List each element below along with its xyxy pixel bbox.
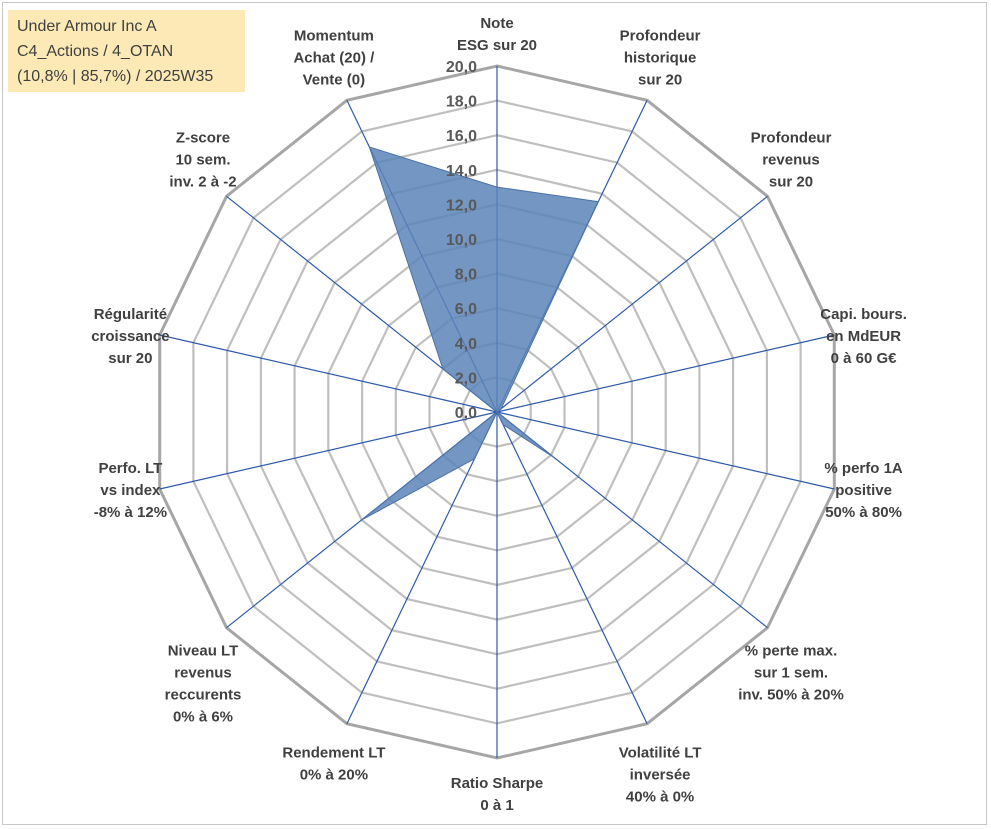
axis-label-line: Capi. bours. [820, 306, 907, 323]
axis-label: Z-score 10 sem. inv. 2 à -2 [169, 130, 236, 191]
axis-label: Régularité croissance sur 20 [91, 306, 169, 367]
title-line-2: C4_Actions / 4_OTAN [17, 43, 174, 60]
axis-label-line: Vente (0) [303, 71, 366, 88]
axis-label-line: % perte max. [745, 642, 838, 659]
axis-label-line: sur 20 [769, 174, 813, 191]
tick-label: 8,0 [455, 267, 477, 284]
tick-label: 18,0 [446, 94, 477, 111]
tick-label: 14,0 [446, 163, 477, 180]
axis-label-line: 10 sem. [175, 152, 230, 169]
tick-label: 4,0 [455, 336, 477, 353]
axis-label-line: Volatilité LT [619, 745, 702, 762]
axis-label: % perte max. sur 1 sem. inv. 50% à 20% [738, 642, 844, 703]
axis-label-line: Rendement LT [282, 745, 385, 762]
tick-label: 10,0 [446, 232, 477, 249]
axis-label-line: 40% à 0% [626, 789, 694, 806]
radial-tick-labels: 0,0 2,0 4,0 6,0 8,0 10,0 12,0 14,0 16,0 18,0 20,0 [446, 59, 477, 422]
axis-label-line: ESG sur 20 [457, 37, 537, 54]
axis-label-line: croissance [91, 328, 169, 345]
axis-label-line: Note [480, 15, 513, 32]
axis-label-line: historique [624, 49, 697, 66]
axis-spoke [496, 411, 648, 724]
axis-label-line: revenus [174, 664, 232, 681]
axis-label: Niveau LT revenus reccurents 0% à 6% [165, 642, 242, 725]
axis-label-line: Profondeur [620, 27, 701, 44]
axis-label: Note ESG sur 20 [457, 15, 537, 54]
axis-label-line: reccurents [165, 686, 242, 703]
axis-label: Capi. bours. en MdEUR 0 à 60 G€ [820, 306, 907, 367]
title-line-1: Under Armour Inc A [17, 18, 157, 35]
axis-label-line: inv. 50% à 20% [738, 686, 844, 703]
axis-spoke [346, 411, 498, 724]
axis-label-line: Momentum [294, 27, 374, 44]
axis-label-line: % perfo 1A [824, 460, 903, 477]
chart-title-box: Under Armour Inc A C4_Actions / 4_OTAN (… [8, 10, 245, 92]
axis-label-line: Niveau LT [168, 642, 239, 659]
tick-label: 0,0 [455, 405, 477, 422]
axis-spoke [159, 334, 498, 413]
tick-label: 20,0 [446, 59, 477, 76]
axis-label-line: vs index [100, 482, 161, 499]
axis-label: Momentum Achat (20) / Vente (0) [293, 27, 375, 88]
axis-label-line: Z-score [176, 130, 230, 147]
series-area [361, 146, 600, 521]
axis-label-line: 0% à 20% [300, 767, 368, 784]
axis-label-line: 0% à 6% [173, 708, 233, 725]
axis-label-line: Profondeur [751, 130, 832, 147]
tick-label: 6,0 [455, 301, 477, 318]
axis-label-line: Régularité [94, 306, 167, 323]
tick-label: 12,0 [446, 197, 477, 214]
axis-spoke [496, 411, 835, 490]
axis-labels: Note ESG sur 20 Profondeur historique sur 20… [91, 15, 907, 814]
axis-label-line: positive [835, 482, 892, 499]
axis-label: Volatilité LT inversée 40% à 0% [619, 745, 702, 806]
axis-label-line: 50% à 80% [825, 504, 902, 521]
title-line-3: (10,8% | 85,7%) / 2025W35 [17, 68, 214, 85]
axis-spoke [496, 334, 835, 413]
axis-label-line: 0 à 60 G€ [831, 350, 898, 367]
axis-label-line: inv. 2 à -2 [169, 174, 236, 191]
axis-spoke [159, 411, 498, 490]
axis-label: Perfo. LT vs index -8% à 12% [94, 460, 167, 521]
axis-label: % perfo 1A positive 50% à 80% [824, 460, 903, 521]
axis-label-line: sur 20 [108, 350, 152, 367]
axis-label-line: Ratio Sharpe [451, 775, 544, 792]
axis-label-line: -8% à 12% [94, 504, 167, 521]
axis-label: Ratio Sharpe 0 à 1 [451, 775, 544, 814]
tick-label: 2,0 [455, 370, 477, 387]
axis-label-line: Achat (20) / [293, 49, 375, 66]
axis-label-line: sur 20 [638, 71, 682, 88]
axis-label-line: inversée [630, 767, 691, 784]
axis-label: Profondeur historique sur 20 [620, 27, 701, 88]
axis-spoke [496, 195, 768, 413]
axis-label: Profondeur revenus sur 20 [751, 130, 832, 191]
axis-label-line: 0 à 1 [480, 797, 513, 814]
radar-series [361, 146, 600, 521]
axis-label-line: Perfo. LT [98, 460, 162, 477]
axis-label-line: en MdEUR [826, 328, 901, 345]
axis-label-line: revenus [762, 152, 820, 169]
tick-label: 16,0 [446, 128, 477, 145]
axis-label-line: sur 1 sem. [754, 664, 828, 681]
axis-label: Rendement LT 0% à 20% [282, 745, 385, 784]
